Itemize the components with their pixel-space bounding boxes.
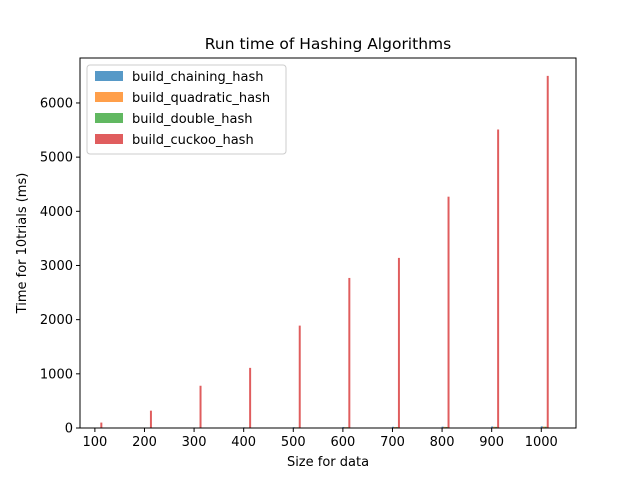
bar-build_double_hash-1000 [544, 426, 547, 428]
bar-build_cuckoo_hash-400 [249, 367, 252, 428]
bar-build_chaining_hash-900 [491, 426, 494, 428]
y-tick-label-0: 0 [65, 422, 73, 437]
y-tick-label-5000: 5000 [40, 151, 73, 166]
y-axis-ticks: 0 1000 2000 3000 4000 5000 6000 [40, 96, 80, 437]
y-tick-label-4000: 4000 [40, 205, 73, 220]
y-tick-label-1000: 1000 [40, 367, 73, 382]
bar-build_quadratic_hash-800 [443, 426, 446, 428]
y-tick-label-2000: 2000 [40, 313, 73, 328]
bar-build_quadratic_hash-1000 [542, 426, 545, 428]
bar-build_cuckoo_hash-100 [100, 422, 103, 428]
bar-build_cuckoo_hash-1000 [546, 75, 549, 428]
legend-swatch-build_cuckoo_hash [95, 134, 123, 144]
x-tick-label-600: 600 [330, 435, 355, 450]
x-tick-label-800: 800 [430, 435, 455, 450]
x-tick-label-500: 500 [281, 435, 306, 450]
bar-build_chaining_hash-600 [342, 426, 345, 428]
legend-swatch-build_chaining_hash [95, 71, 123, 81]
bar-build_chaining_hash-700 [391, 426, 394, 428]
bar-build_chaining_hash-1000 [540, 426, 543, 428]
x-tick-label-400: 400 [231, 435, 256, 450]
bar-build_cuckoo_hash-600 [348, 277, 351, 428]
bar-build_quadratic_hash-900 [493, 426, 496, 428]
y-tick-label-6000: 6000 [40, 96, 73, 111]
bar-build_double_hash-800 [445, 426, 448, 428]
chart-title: Run time of Hashing Algorithms [205, 35, 451, 53]
bar-build_cuckoo_hash-800 [447, 196, 450, 428]
x-tick-label-100: 100 [82, 435, 107, 450]
x-tick-label-200: 200 [132, 435, 157, 450]
legend-swatch-build_double_hash [95, 113, 123, 123]
bar-build_chaining_hash-800 [441, 426, 444, 428]
plot-frame [79, 57, 577, 429]
x-tick-label-300: 300 [182, 435, 207, 450]
y-axis-label: Time for 10trials (ms) [15, 173, 30, 315]
bar-build_cuckoo_hash-700 [397, 257, 400, 428]
bar-build_cuckoo_hash-300 [199, 385, 202, 428]
legend-label-build_double_hash: build_double_hash [132, 112, 253, 127]
legend-box [86, 64, 287, 155]
bar-build_cuckoo_hash-200 [149, 410, 152, 428]
bar-build_cuckoo_hash-900 [497, 129, 500, 428]
legend-label-build_cuckoo_hash: build_cuckoo_hash [132, 133, 254, 148]
x-tick-label-700: 700 [380, 435, 405, 450]
x-axis-ticks: 100 200 300 400 500 600 700 800 900 1000 [82, 428, 558, 450]
bars-layer [94, 75, 549, 429]
legend-label-build_quadratic_hash: build_quadratic_hash [132, 91, 270, 106]
legend: build_chaining_hash build_quadratic_hashb… [86, 64, 287, 155]
x-tick-label-900: 900 [479, 435, 504, 450]
y-tick-label-3000: 3000 [40, 259, 73, 274]
legend-swatch-build_quadratic_hash [95, 92, 123, 102]
x-axis-label: Size for data [287, 455, 369, 470]
bar-build_cuckoo_hash-500 [298, 325, 301, 428]
bar-build_double_hash-900 [495, 426, 498, 428]
legend-label-build_chaining_hash: build_chaining_hash [132, 70, 264, 85]
x-tick-label-1000: 1000 [525, 435, 558, 450]
